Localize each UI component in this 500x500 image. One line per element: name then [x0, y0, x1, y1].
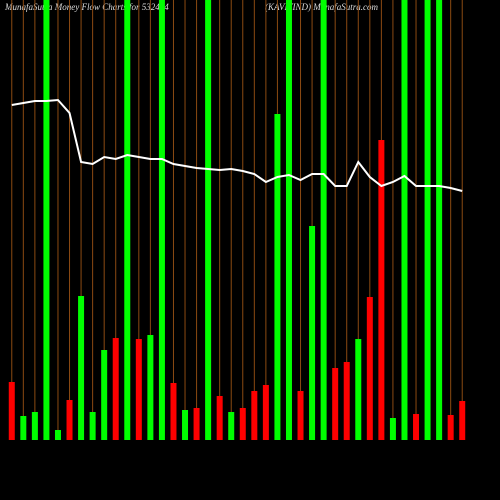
- bar: [228, 412, 235, 440]
- bar: [251, 391, 258, 440]
- bar: [101, 350, 108, 440]
- bar: [274, 114, 281, 440]
- bar: [262, 385, 269, 440]
- bar: [124, 0, 131, 440]
- bar: [355, 339, 362, 440]
- bar: [424, 0, 431, 440]
- bar: [366, 297, 373, 440]
- bar: [193, 408, 200, 440]
- bar: [31, 412, 38, 440]
- bar: [378, 140, 385, 440]
- bar: [401, 0, 408, 440]
- bar: [147, 335, 154, 440]
- bar: [158, 0, 165, 440]
- bar: [343, 362, 350, 440]
- bar: [135, 339, 142, 440]
- money-flow-line: [11, 98, 463, 192]
- bar: [182, 410, 189, 440]
- bar: [89, 412, 96, 440]
- bar: [78, 296, 85, 440]
- bar: [216, 396, 223, 440]
- bar: [285, 0, 292, 440]
- bar: [20, 416, 27, 440]
- bar: [320, 0, 327, 440]
- bar: [436, 0, 443, 440]
- bar: [332, 368, 339, 440]
- bar: [239, 408, 246, 440]
- bar: [459, 401, 466, 440]
- bar: [309, 226, 316, 440]
- bar: [8, 382, 15, 440]
- bar: [413, 414, 420, 440]
- bar: [170, 383, 177, 440]
- bar: [205, 0, 212, 440]
- bar: [447, 415, 454, 440]
- bar: [66, 400, 73, 440]
- bar: [43, 0, 50, 440]
- bar: [297, 391, 304, 440]
- chart-title: MunafaSutra Money Flow Charts for 532444: [4, 2, 169, 12]
- bar: [54, 430, 61, 440]
- bar: [112, 338, 119, 440]
- bar: [389, 418, 396, 440]
